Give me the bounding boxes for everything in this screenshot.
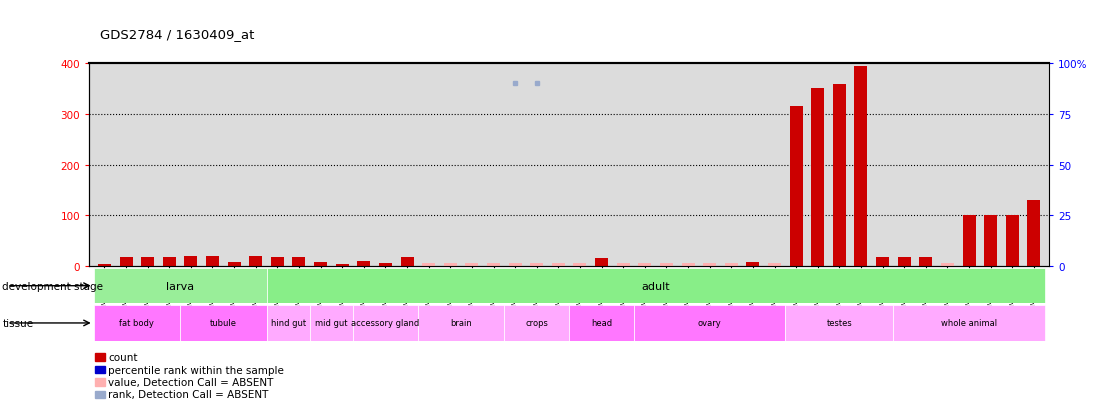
Bar xyxy=(876,258,889,266)
Bar xyxy=(617,264,629,266)
Bar xyxy=(638,264,652,266)
Bar xyxy=(920,258,932,266)
Bar xyxy=(530,264,543,266)
Bar xyxy=(206,256,219,266)
Bar xyxy=(336,264,348,266)
Bar xyxy=(790,107,802,266)
Bar xyxy=(1006,216,1019,266)
Bar xyxy=(314,263,327,266)
Bar xyxy=(119,258,133,266)
Bar xyxy=(94,306,180,341)
Bar xyxy=(141,257,154,266)
Text: percentile rank within the sample: percentile rank within the sample xyxy=(108,365,285,375)
Bar xyxy=(984,216,998,266)
Text: tissue: tissue xyxy=(2,318,33,328)
Bar xyxy=(634,306,786,341)
Bar xyxy=(724,264,738,266)
Text: adult: adult xyxy=(642,281,670,291)
Bar xyxy=(310,306,353,341)
Bar xyxy=(163,258,175,266)
Bar xyxy=(833,85,846,266)
Bar xyxy=(184,256,198,266)
Bar xyxy=(682,264,694,266)
Bar xyxy=(422,264,435,266)
Bar xyxy=(379,264,392,266)
Text: mid gut: mid gut xyxy=(315,319,347,328)
Text: head: head xyxy=(591,319,613,328)
Bar xyxy=(786,306,894,341)
Bar xyxy=(894,306,1045,341)
Text: rank, Detection Call = ABSENT: rank, Detection Call = ABSENT xyxy=(108,389,269,399)
Text: GDS2784 / 1630409_at: GDS2784 / 1630409_at xyxy=(100,28,254,41)
Bar xyxy=(504,306,569,341)
Bar xyxy=(811,88,825,266)
Bar xyxy=(94,268,267,304)
Bar xyxy=(98,264,110,266)
Bar xyxy=(703,264,716,266)
Text: value, Detection Call = ABSENT: value, Detection Call = ABSENT xyxy=(108,377,273,387)
Text: fat body: fat body xyxy=(119,319,154,328)
Bar xyxy=(897,258,911,266)
Bar xyxy=(487,264,500,266)
Bar xyxy=(963,216,975,266)
Bar xyxy=(228,263,241,266)
Bar xyxy=(768,264,781,266)
Bar xyxy=(941,264,954,266)
Bar xyxy=(180,306,267,341)
Text: count: count xyxy=(108,352,137,362)
Text: brain: brain xyxy=(450,319,472,328)
Bar xyxy=(855,66,867,266)
Text: tubule: tubule xyxy=(210,319,237,328)
Bar xyxy=(569,306,634,341)
Text: development stage: development stage xyxy=(2,281,104,291)
Text: whole animal: whole animal xyxy=(941,319,997,328)
Bar xyxy=(357,261,371,266)
Bar xyxy=(353,306,417,341)
Bar xyxy=(417,306,504,341)
Text: testes: testes xyxy=(827,319,853,328)
Bar xyxy=(249,256,262,266)
Bar xyxy=(267,268,1045,304)
Bar xyxy=(267,306,310,341)
Bar xyxy=(747,263,759,266)
Text: larva: larva xyxy=(166,281,194,291)
Bar xyxy=(660,264,673,266)
Bar xyxy=(1028,201,1040,266)
Text: crops: crops xyxy=(526,319,548,328)
Text: hind gut: hind gut xyxy=(270,319,306,328)
Bar xyxy=(595,259,608,266)
Bar xyxy=(574,264,586,266)
Bar xyxy=(465,264,479,266)
Bar xyxy=(552,264,565,266)
Bar xyxy=(292,257,306,266)
Bar xyxy=(509,264,521,266)
Text: accessory gland: accessory gland xyxy=(352,319,420,328)
Text: ovary: ovary xyxy=(698,319,722,328)
Bar xyxy=(271,257,283,266)
Bar xyxy=(444,264,456,266)
Bar xyxy=(401,258,414,266)
